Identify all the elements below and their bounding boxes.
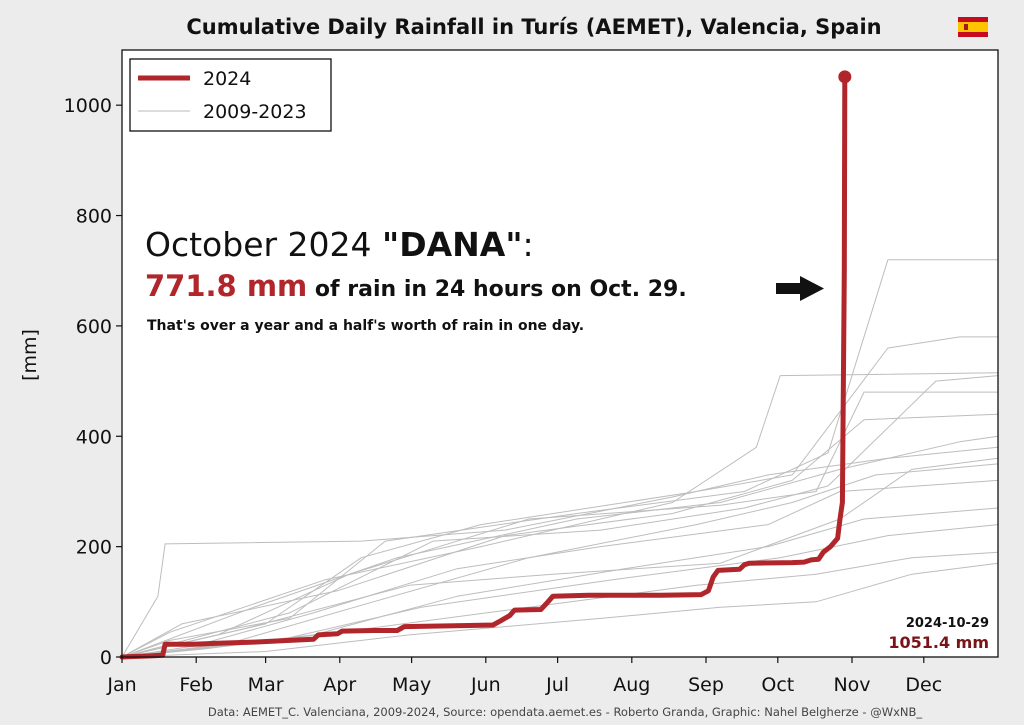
x-tick-label: Aug — [613, 674, 650, 696]
end-date-label: 2024-10-29 — [906, 616, 989, 631]
x-tick-label: Sep — [688, 674, 724, 696]
x-tick-label: Jun — [470, 674, 501, 696]
y-tick-label: 800 — [76, 206, 112, 228]
series-2024-group — [119, 70, 852, 660]
annotation-rainfall-amount: 771.8 mm — [145, 269, 307, 303]
historical-series-line — [121, 259, 998, 658]
annotation-headline-prefix: October 2024 — [145, 225, 382, 264]
x-tick-label: Mar — [248, 674, 284, 696]
spain-flag-icon — [958, 17, 988, 37]
historical-series-line — [121, 507, 999, 658]
historical-series-line — [121, 463, 999, 658]
historical-series-group — [121, 259, 999, 658]
plot-frame — [121, 49, 999, 658]
historical-series-line — [121, 391, 998, 658]
y-axis: 0 200 400 600 800 1000 — [64, 95, 122, 669]
chart-title: Cumulative Daily Rainfall in Turís (AEME… — [186, 15, 881, 39]
y-tick-label: 400 — [76, 426, 112, 448]
x-tick-label: Apr — [323, 674, 356, 696]
y-tick-label: 600 — [76, 316, 112, 338]
x-tick-label: Dec — [905, 674, 942, 696]
annotation-headline-dana: "DANA" — [382, 225, 522, 264]
x-tick-label: Jan — [106, 674, 136, 696]
historical-series-line — [121, 562, 999, 658]
historical-series-line — [121, 446, 999, 658]
historical-series-line — [121, 336, 998, 658]
historical-series-line — [121, 435, 999, 658]
series-2024-end-marker — [838, 70, 852, 84]
annotation-rainfall: 771.8 mm of rain in 24 hours on Oct. 29. — [145, 269, 687, 303]
legend-label-2024: 2024 — [203, 68, 251, 90]
x-tick-label: Jul — [545, 674, 569, 696]
y-tick-label: 1000 — [64, 95, 112, 117]
historical-series-line — [121, 375, 999, 658]
series-2024-line — [119, 74, 848, 660]
annotation-headline-suffix: : — [523, 225, 534, 264]
x-tick-label: Feb — [179, 674, 213, 696]
x-axis: Jan Feb Mar Apr May Jun Jul Aug Sep Oct Nov Dec — [106, 657, 942, 696]
plot-area — [122, 50, 998, 657]
annotation-headline: October 2024 "DANA": — [145, 225, 534, 264]
y-tick-label: 0 — [100, 647, 112, 669]
x-tick-label: May — [392, 674, 431, 696]
legend-label-historical: 2009-2023 — [203, 101, 307, 123]
annotation-rainfall-text: of rain in 24 hours on Oct. 29. — [307, 277, 686, 302]
annotation-comparison: That's over a year and a half's worth of… — [147, 318, 584, 334]
end-value-label: 1051.4 mm — [888, 633, 989, 652]
x-tick-label: Oct — [761, 674, 794, 696]
historical-series-line — [121, 413, 999, 658]
y-axis-label: [mm] — [19, 329, 41, 381]
x-tick-label: Nov — [833, 674, 870, 696]
legend: 2024 2009-2023 — [129, 58, 332, 132]
historical-series-line — [121, 372, 999, 658]
right-arrow-icon — [776, 276, 824, 301]
y-tick-label: 200 — [76, 537, 112, 559]
source-credit: Data: AEMET_C. Valenciana, 2009-2024, So… — [208, 705, 923, 719]
